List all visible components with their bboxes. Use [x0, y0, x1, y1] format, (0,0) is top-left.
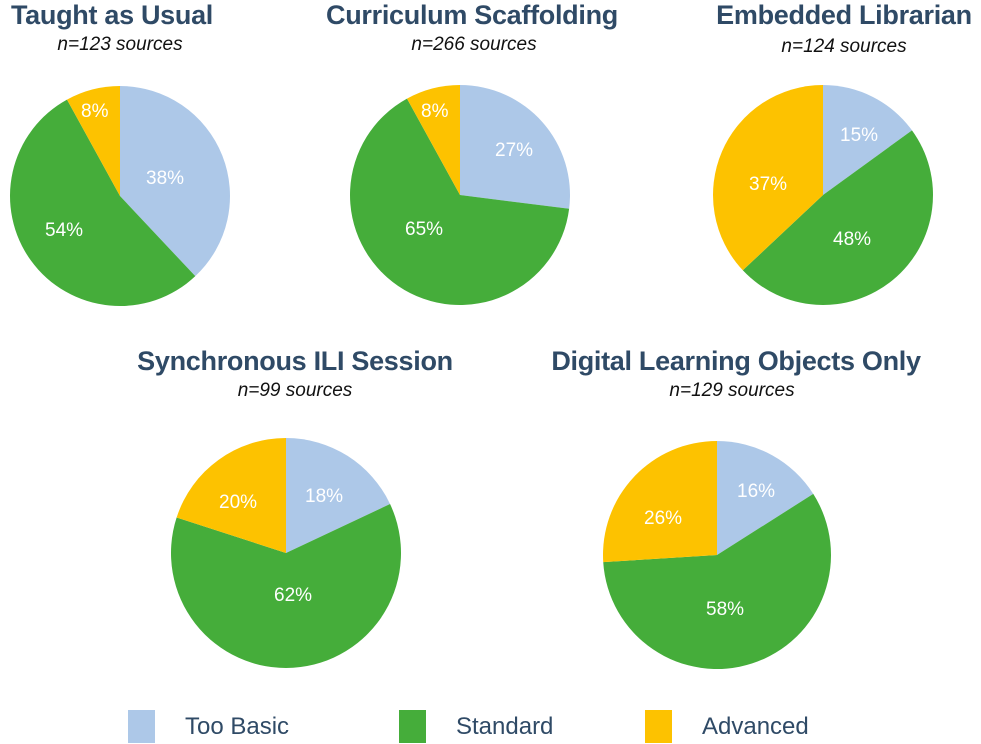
slice-label-advanced: 8%	[81, 101, 109, 122]
pie-slice-too-basic	[823, 85, 912, 195]
legend-swatch-advanced	[645, 710, 672, 743]
legend-item-advanced: Advanced	[645, 710, 809, 743]
pie-slice-standard	[742, 130, 933, 305]
chart-title: Synchronous ILI Session	[137, 346, 453, 376]
chart-title: Curriculum Scaffolding	[326, 0, 618, 30]
pie-slice-too-basic	[717, 441, 814, 555]
legend-label: Advanced	[702, 712, 809, 740]
slice-label-standard: 54%	[45, 220, 83, 241]
chart-subtitle: n=123 sources	[57, 34, 183, 55]
pie-slice-advanced	[713, 85, 823, 271]
chart-subtitle: n=129 sources	[669, 380, 795, 401]
pie-slice-too-basic	[120, 86, 230, 277]
slice-label-too-basic: 15%	[840, 125, 878, 146]
chart-subtitle: n=99 sources	[237, 380, 353, 401]
slice-label-too-basic: 27%	[495, 140, 533, 161]
slice-label-too-basic: 16%	[737, 481, 775, 502]
pie-slice-standard	[10, 99, 196, 306]
chart-title: Digital Learning Objects Only	[551, 346, 921, 376]
slice-label-standard: 48%	[833, 229, 871, 250]
slice-label-advanced: 20%	[219, 492, 257, 513]
chart-subtitle: n=124 sources	[781, 36, 907, 57]
slice-label-advanced: 37%	[749, 174, 787, 195]
legend-label: Too Basic	[185, 712, 290, 740]
slice-label-advanced: 26%	[644, 508, 682, 529]
slice-label-too-basic: 38%	[146, 168, 184, 189]
chart-subtitle: n=266 sources	[411, 34, 537, 55]
pie-slice-advanced	[67, 86, 120, 196]
legend-item-standard: Standard	[399, 710, 553, 743]
legend-swatch-too-basic	[128, 710, 155, 743]
legend-label: Standard	[456, 712, 554, 740]
pie-slice-advanced	[407, 85, 460, 195]
chart-title: Taught as Usual	[10, 0, 214, 30]
pie-slice-standard	[349, 98, 570, 305]
legend-swatch-standard	[399, 710, 426, 743]
slice-label-too-basic: 18%	[305, 486, 343, 507]
pie-slice-standard	[170, 504, 401, 669]
slice-label-advanced: 8%	[421, 101, 449, 122]
pie-slice-too-basic	[286, 438, 391, 553]
slice-label-standard: 65%	[405, 219, 443, 240]
pie-slice-standard	[603, 493, 832, 670]
chart-title: Embedded Librarian	[716, 0, 972, 30]
legend-item-too-basic: Too Basic	[128, 710, 289, 743]
slice-label-standard: 62%	[274, 585, 312, 606]
pie-slice-advanced	[603, 441, 717, 563]
slice-label-standard: 58%	[706, 599, 744, 620]
pie-slice-too-basic	[460, 85, 570, 209]
pie-slice-advanced	[176, 438, 286, 553]
